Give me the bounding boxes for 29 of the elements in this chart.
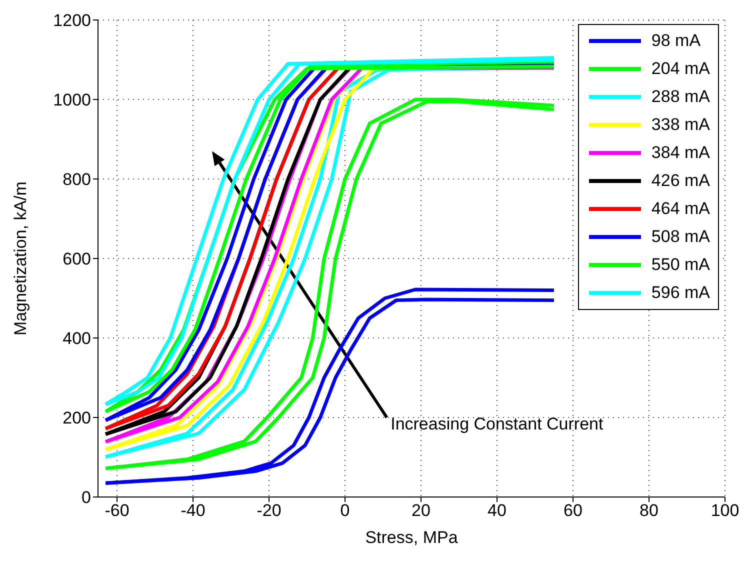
- y-tick-label: 1200: [53, 11, 91, 30]
- legend-label: 426 mA: [651, 171, 710, 191]
- legend-label: 464 mA: [651, 199, 710, 219]
- legend-label: 98 mA: [651, 31, 701, 51]
- legend-label: 384 mA: [651, 143, 710, 163]
- x-axis-title: Stress, MPa: [365, 528, 458, 547]
- x-tick-label: 0: [340, 501, 350, 520]
- y-tick-label: 600: [62, 250, 91, 269]
- x-tick-label: 60: [564, 501, 582, 520]
- x-tick-label: -20: [256, 501, 282, 520]
- y-tick-label: 400: [62, 329, 91, 348]
- x-tick-label: -60: [104, 501, 130, 520]
- legend-label: 288 mA: [651, 87, 710, 107]
- legend-label: 596 mA: [651, 283, 710, 303]
- x-tick-label: 20: [412, 501, 430, 520]
- y-axis-title: Magnetization, kA/m: [11, 181, 30, 336]
- legend-label: 338 mA: [651, 115, 710, 135]
- y-tick-label: 200: [62, 408, 91, 428]
- y-tick-label: 0: [82, 488, 91, 508]
- x-tick-label: 40: [488, 501, 506, 520]
- y-tick-label: 1000: [53, 90, 91, 110]
- legend-label: 204 mA: [651, 59, 710, 79]
- x-tick-label: -40: [180, 501, 206, 520]
- x-tick-label: 80: [640, 501, 658, 520]
- x-tick-label: 100: [710, 501, 740, 520]
- legend-label: 550 mA: [651, 255, 710, 275]
- annotation: Increasing Constant Current: [390, 414, 604, 434]
- legend-label: 508 mA: [651, 227, 710, 247]
- y-tick-label: 800: [62, 170, 91, 190]
